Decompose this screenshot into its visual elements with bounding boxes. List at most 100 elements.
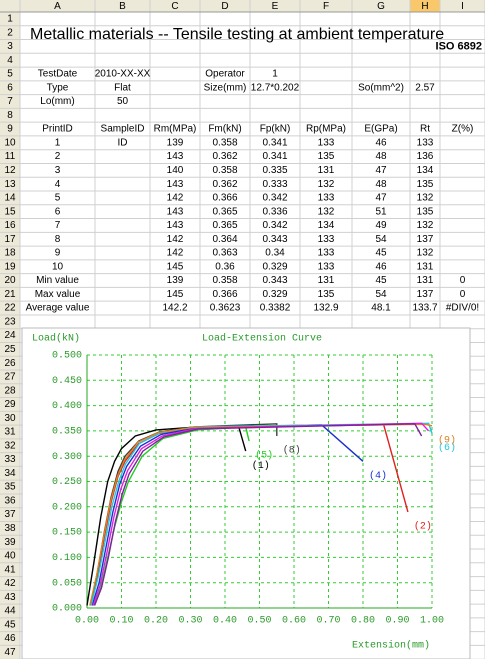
cell: 134 bbox=[417, 165, 434, 176]
cell: 142 bbox=[167, 234, 184, 245]
row-header: 41 bbox=[4, 564, 16, 575]
cell: 142 bbox=[167, 248, 184, 259]
curve-label: (5) bbox=[255, 450, 273, 462]
cell: 132 bbox=[417, 193, 434, 204]
curve-label: (1) bbox=[252, 460, 270, 472]
row-header: 22 bbox=[4, 303, 16, 314]
cell: 51 bbox=[375, 206, 387, 217]
row-header: 15 bbox=[4, 206, 16, 217]
cell: 131 bbox=[318, 275, 335, 286]
y-tick-label: 0.100 bbox=[52, 553, 82, 564]
cell: 0.358 bbox=[212, 275, 237, 286]
cell: 142 bbox=[167, 193, 184, 204]
cell: 143 bbox=[167, 220, 184, 231]
cell: 0.342 bbox=[262, 193, 287, 204]
chart-title: Load-Extension Curve bbox=[202, 333, 322, 345]
cell: 0.333 bbox=[262, 179, 287, 190]
row-header: 2 bbox=[7, 27, 13, 38]
row-header: 32 bbox=[4, 440, 16, 451]
cell: Max value bbox=[35, 289, 81, 300]
row-header: 36 bbox=[4, 495, 16, 506]
row-header: 16 bbox=[4, 220, 16, 231]
cell: Metallic materials -- Tensile testing at… bbox=[30, 26, 444, 43]
cell: 143 bbox=[167, 206, 184, 217]
cell: 137 bbox=[417, 289, 434, 300]
row-header: 45 bbox=[4, 619, 16, 630]
cell: 46 bbox=[375, 261, 387, 272]
cell: PrintID bbox=[42, 124, 73, 135]
row-header: 12 bbox=[4, 165, 16, 176]
cell: 145 bbox=[167, 261, 184, 272]
cell: 48 bbox=[375, 151, 387, 162]
cell: 0.365 bbox=[212, 206, 237, 217]
row-header: 34 bbox=[4, 468, 16, 479]
row-header: 10 bbox=[4, 137, 16, 148]
cell: 0.3623 bbox=[210, 303, 241, 314]
cell: TestDate bbox=[38, 69, 78, 80]
row-header: 24 bbox=[4, 330, 16, 341]
x-tick-label: 1.00 bbox=[420, 616, 444, 627]
row-header: 13 bbox=[4, 179, 16, 190]
row-header: 26 bbox=[4, 358, 16, 369]
row-header: 39 bbox=[4, 537, 16, 548]
row-header: 21 bbox=[4, 289, 16, 300]
col-header: G bbox=[377, 1, 385, 12]
curve-label: (8) bbox=[283, 445, 301, 457]
cell: 136 bbox=[417, 151, 434, 162]
cell: 46 bbox=[375, 137, 387, 148]
cell: 5 bbox=[55, 193, 61, 204]
cell: 132 bbox=[417, 220, 434, 231]
row-header: 30 bbox=[4, 413, 16, 424]
y-tick-label: 0.200 bbox=[52, 502, 82, 513]
row-header: 27 bbox=[4, 372, 16, 383]
col-header: E bbox=[272, 1, 279, 12]
cell: 133 bbox=[318, 193, 335, 204]
cell: 45 bbox=[375, 275, 387, 286]
cell: 143 bbox=[167, 179, 184, 190]
cell: Flat bbox=[114, 82, 131, 93]
row-header: 11 bbox=[5, 151, 16, 162]
cell: 6 bbox=[55, 206, 61, 217]
x-tick-label: 0.50 bbox=[247, 616, 271, 627]
cell: 0.34 bbox=[265, 248, 285, 259]
row-header: 28 bbox=[4, 385, 16, 396]
cell: 132 bbox=[417, 248, 434, 259]
cell: 133 bbox=[318, 248, 335, 259]
row-header: 19 bbox=[4, 261, 16, 272]
cell: 0.366 bbox=[212, 289, 237, 300]
row-header: 5 bbox=[7, 69, 13, 80]
cell: 0.329 bbox=[262, 261, 287, 272]
chart: Load-Extension Curve Load(kN) Extension(mm… bbox=[21, 327, 471, 659]
row-header: 33 bbox=[4, 454, 16, 465]
cell: 0.36 bbox=[215, 261, 235, 272]
cell: 133 bbox=[318, 261, 335, 272]
cell: 12.7*0.202 bbox=[251, 82, 300, 93]
row-header: 44 bbox=[4, 606, 16, 617]
cell: Lo(mm) bbox=[40, 96, 74, 107]
cell: 132.9 bbox=[313, 303, 338, 314]
y-tick-label: 0.150 bbox=[52, 528, 82, 539]
row-header: 23 bbox=[4, 316, 16, 327]
cell: Min value bbox=[36, 275, 79, 286]
cell: SampleID bbox=[101, 124, 145, 135]
cell: 0.362 bbox=[212, 151, 237, 162]
row-header: 9 bbox=[7, 124, 13, 135]
cell: 3 bbox=[55, 165, 61, 176]
cell: 134 bbox=[318, 220, 335, 231]
col-header-bar bbox=[0, 0, 485, 12]
col-header-active bbox=[410, 0, 440, 12]
cell: 50 bbox=[117, 96, 129, 107]
cell: 0.342 bbox=[262, 220, 287, 231]
cell: 143 bbox=[167, 151, 184, 162]
x-tick-label: 0.60 bbox=[282, 616, 306, 627]
row-header: 25 bbox=[4, 344, 16, 355]
cell: ISO 6892 bbox=[436, 40, 482, 52]
cell: 139 bbox=[167, 137, 184, 148]
cell: 0.343 bbox=[262, 275, 287, 286]
cell: 131 bbox=[318, 165, 335, 176]
cell: 0.329 bbox=[262, 289, 287, 300]
row-header: 46 bbox=[4, 633, 16, 644]
col-header: A bbox=[54, 1, 61, 12]
cell: Fm(kN) bbox=[208, 124, 241, 135]
